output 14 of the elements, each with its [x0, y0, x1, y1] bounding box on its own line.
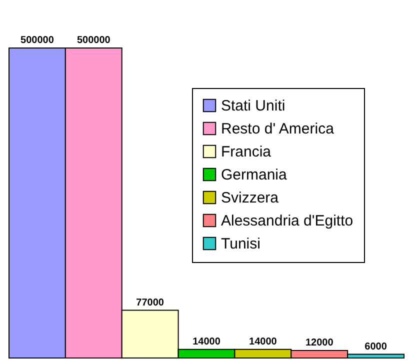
legend-label: Francia	[221, 144, 272, 160]
legend-label: Alessandria d'Egitto	[221, 212, 354, 230]
legend-label: Tunisi	[221, 236, 260, 252]
legend-label: Resto d' America	[221, 120, 335, 138]
data-label: 14000	[192, 336, 221, 348]
legend-label: Stati Uniti	[221, 98, 286, 114]
data-label: 6000	[364, 341, 388, 352]
data-label: 500000	[20, 35, 54, 46]
data-label: 77000	[136, 297, 164, 308]
data-label: 12000	[305, 338, 334, 349]
data-label: 14000	[249, 336, 278, 348]
legend-label: Germania	[221, 166, 288, 184]
legend-label: Svizzera	[221, 190, 280, 206]
data-label: 500000	[76, 35, 111, 46]
